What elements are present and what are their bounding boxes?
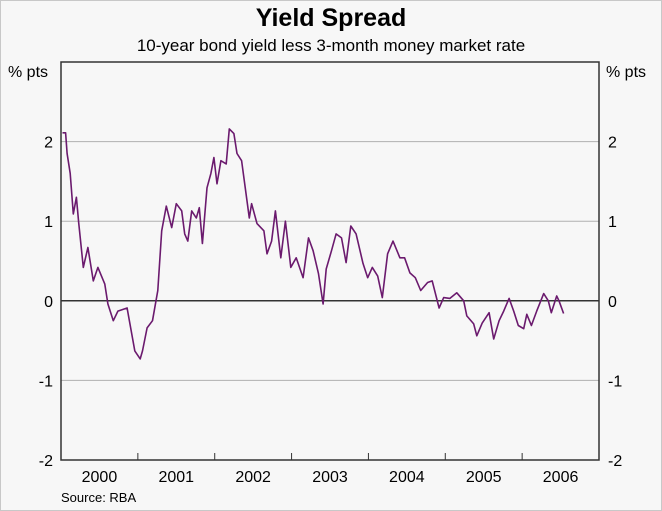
y-tick-label-right: -1 bbox=[608, 373, 622, 390]
y-axis-label-right: % pts bbox=[606, 64, 647, 81]
y-tick-label-right: 1 bbox=[608, 214, 617, 231]
x-tick-label: 2000 bbox=[82, 469, 118, 486]
x-tick-label: 2001 bbox=[158, 469, 194, 486]
y-tick-label-right: 2 bbox=[608, 135, 617, 152]
plot-area-border bbox=[60, 61, 600, 461]
chart-subtitle: 10-year bond yield less 3-month money ma… bbox=[136, 36, 526, 55]
series-line bbox=[62, 128, 565, 360]
x-tick-label: 2005 bbox=[466, 469, 502, 486]
y-tick-label-right: 0 bbox=[608, 294, 617, 311]
source-note: Source: RBA bbox=[61, 490, 137, 505]
y-tick-label-left: 1 bbox=[44, 214, 53, 231]
y-tick-label-left: 2 bbox=[44, 135, 53, 152]
y-tick-label-right: -2 bbox=[608, 453, 622, 470]
x-tick-label: 2004 bbox=[389, 469, 425, 486]
x-tick-label: 2002 bbox=[235, 469, 271, 486]
x-tick-label: 2006 bbox=[543, 469, 579, 486]
y-tick-label-left: -2 bbox=[39, 453, 53, 470]
y-tick-label-left: 0 bbox=[44, 294, 53, 311]
y-axis-label-left: % pts bbox=[8, 64, 49, 81]
y-tick-label-left: -1 bbox=[39, 373, 53, 390]
chart-title: Yield Spread bbox=[255, 4, 407, 32]
x-tick-label: 2003 bbox=[312, 469, 348, 486]
